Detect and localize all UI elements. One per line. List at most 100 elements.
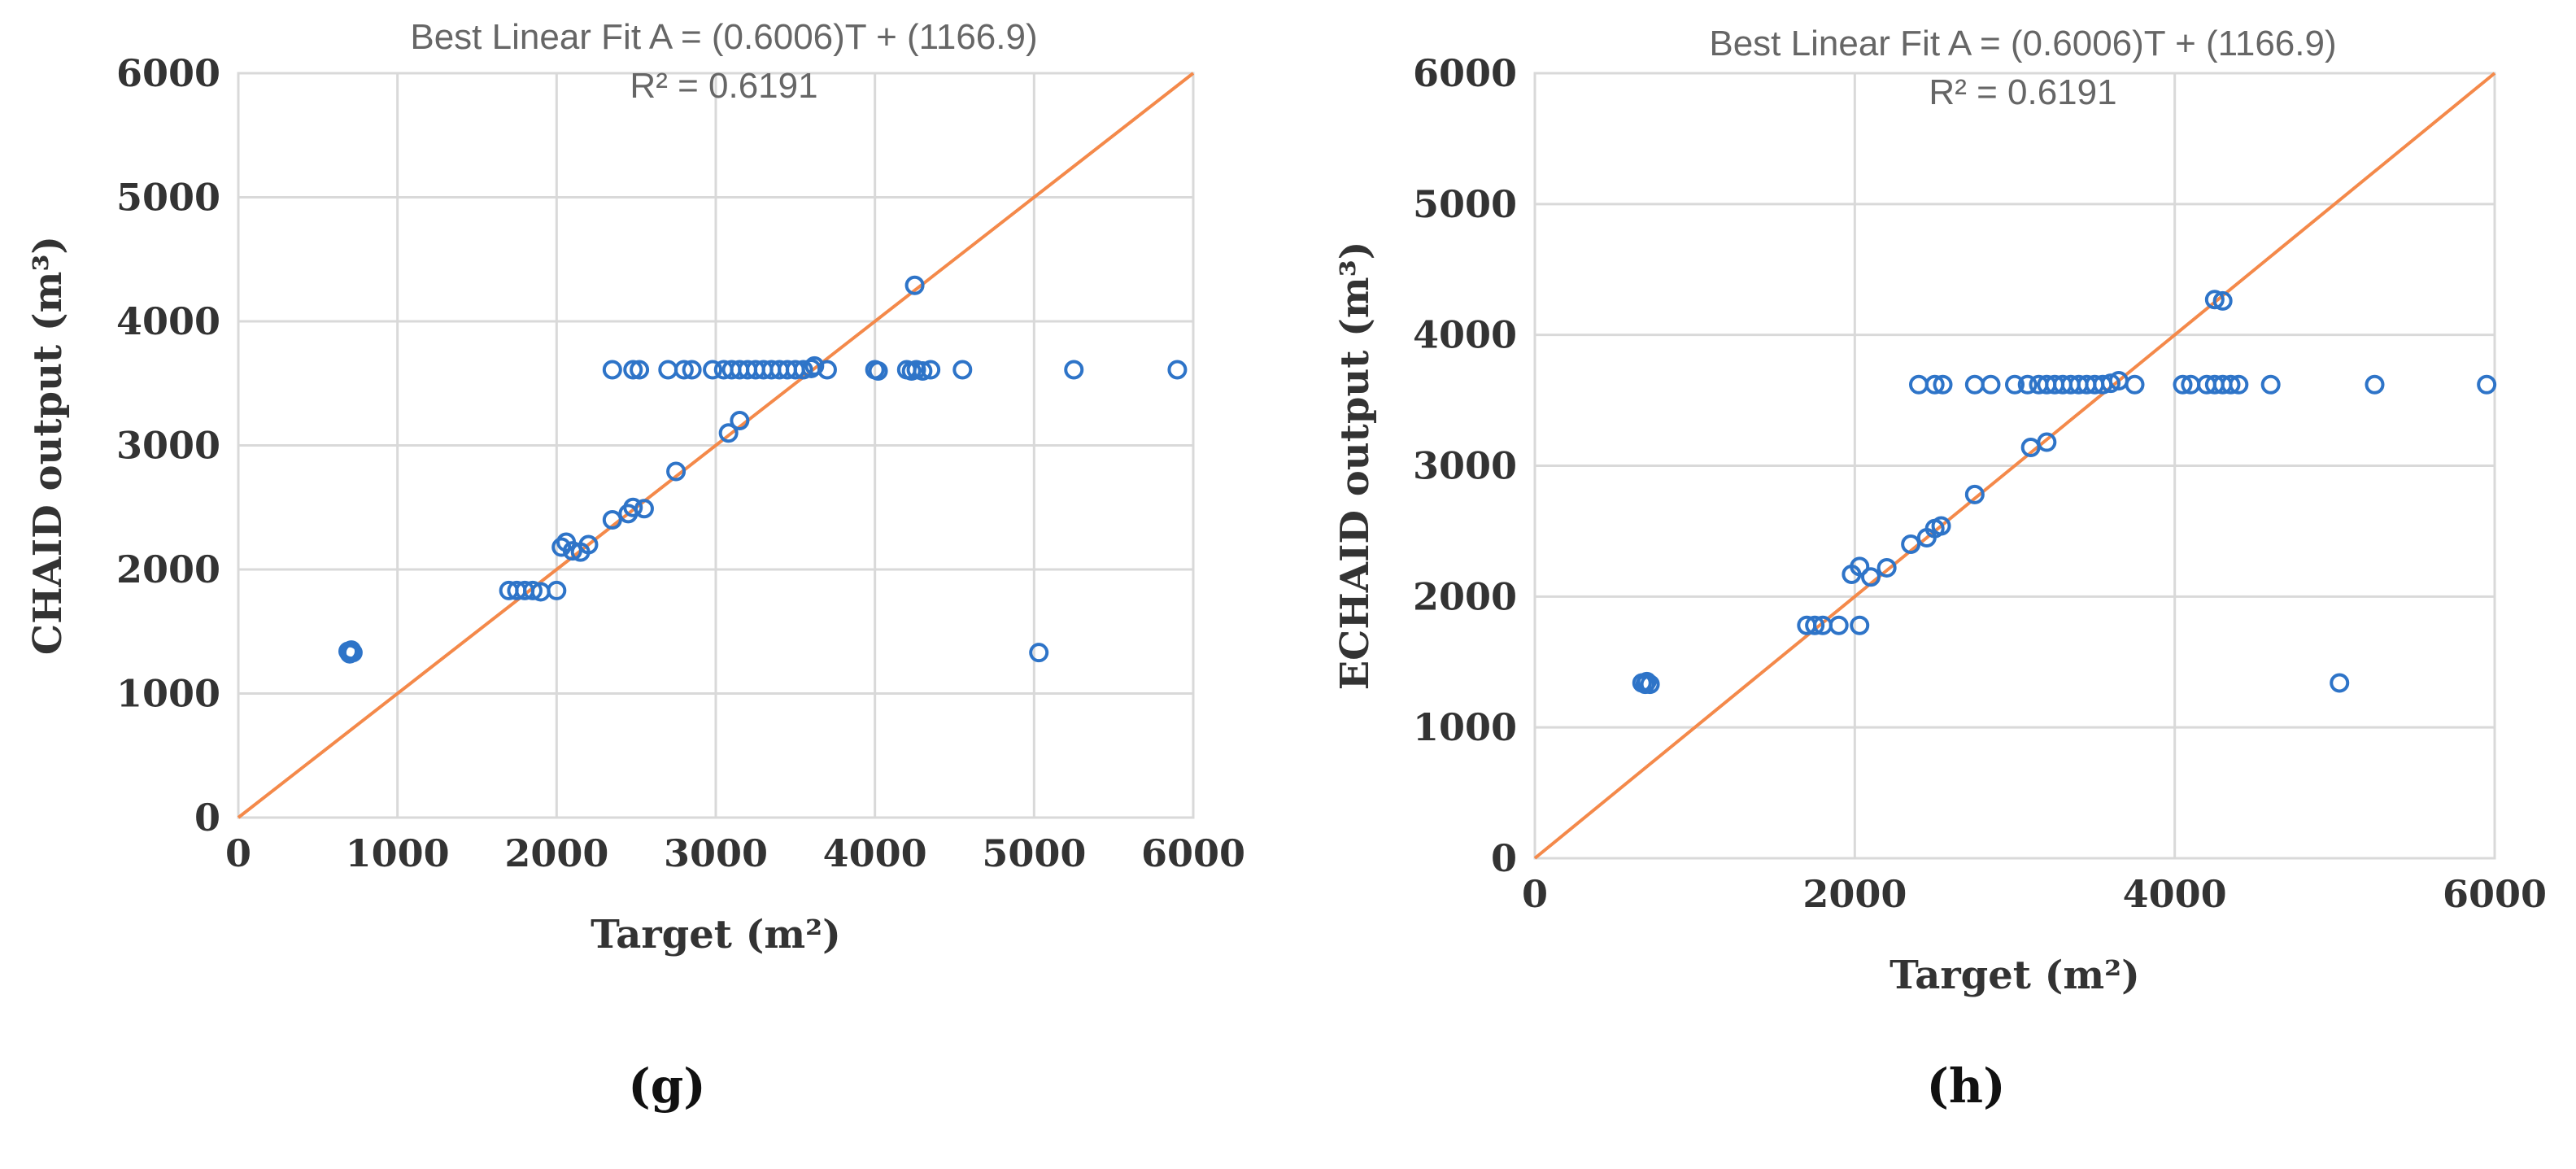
y-tick-label: 0 xyxy=(1491,836,1517,880)
data-point xyxy=(562,541,582,561)
y-tick-label: 6000 xyxy=(1413,51,1517,95)
y-tick-label: 4000 xyxy=(116,299,220,343)
x-tick-label: 0 xyxy=(225,831,251,875)
x-tick-label: 2000 xyxy=(1802,872,1907,916)
best-fit-line xyxy=(1533,72,2496,860)
data-point xyxy=(2229,374,2249,395)
data-point xyxy=(630,360,650,380)
data-point xyxy=(1901,534,1921,554)
data-point xyxy=(1876,557,1897,578)
data-point xyxy=(1805,615,1825,635)
data-point xyxy=(623,360,643,380)
x-tick-label: 0 xyxy=(1522,872,1548,916)
data-point xyxy=(1981,374,2001,395)
chart-title: Best Linear Fit A = (0.6006)T + (1166.9) xyxy=(410,17,1037,57)
y-tick-label: 3000 xyxy=(1413,444,1517,488)
data-point xyxy=(1850,615,1870,635)
y-tick-label: 1000 xyxy=(116,672,220,716)
y-tick-label: 0 xyxy=(194,796,220,840)
data-point xyxy=(1909,374,1929,395)
data-point xyxy=(551,537,572,557)
data-point xyxy=(1640,674,1660,695)
data-point xyxy=(868,361,888,381)
y-tick-label: 2000 xyxy=(116,547,220,591)
data-point xyxy=(1637,671,1657,691)
chart-panel: 0 1000 2000 3000 4000 5000 6000 0 2000 4000 6000 Be… xyxy=(1332,24,2547,1114)
data-point xyxy=(1933,374,1953,395)
y-tick-label: 2000 xyxy=(1413,574,1517,618)
x-tick-label: 3000 xyxy=(664,831,768,875)
data-point xyxy=(1167,360,1188,380)
x-tick-label: 2000 xyxy=(504,831,608,875)
data-point xyxy=(522,580,543,600)
chart-title: Best Linear Fit A = (0.6006)T + (1166.9) xyxy=(1709,24,2336,63)
data-point xyxy=(623,497,643,517)
x-axis-title: Target (m²) xyxy=(1890,953,2140,998)
data-point xyxy=(634,499,654,519)
data-point xyxy=(793,360,813,380)
data-point xyxy=(2173,374,2193,395)
data-point xyxy=(921,360,941,380)
data-point xyxy=(1964,484,1985,504)
data-point xyxy=(913,361,933,381)
data-point xyxy=(703,360,723,380)
data-point xyxy=(2330,673,2350,693)
data-point xyxy=(2365,374,2385,395)
data-point xyxy=(342,643,363,663)
data-point xyxy=(1924,374,1945,395)
data-point xyxy=(2017,374,2038,395)
y-tick-label: 3000 xyxy=(116,424,220,468)
y-tick-label: 5000 xyxy=(1413,182,1517,226)
data-point xyxy=(578,534,599,555)
data-point xyxy=(1861,567,1881,587)
data-point xyxy=(658,360,678,380)
chart-panel: 0 1000 2000 3000 4000 5000 6000 0 1000 2000 3000 40… xyxy=(25,17,1245,1114)
x-tick-label: 6000 xyxy=(1141,831,1245,875)
r-squared-label: R² = 0.6191 xyxy=(630,66,817,106)
plot-area-frame xyxy=(237,72,1195,819)
data-point xyxy=(1850,556,1870,577)
data-point xyxy=(1931,516,1951,536)
data-point xyxy=(1064,360,1084,380)
data-point xyxy=(2221,374,2241,395)
data-point xyxy=(817,360,837,380)
data-point xyxy=(2005,374,2025,395)
data-point xyxy=(2212,290,2233,311)
r-squared-label: R² = 0.6191 xyxy=(1929,72,2116,112)
y-tick-label: 5000 xyxy=(116,176,220,220)
x-axis-title: Target (m²) xyxy=(591,912,841,957)
y-axis-title: ECHAID output (m³) xyxy=(1332,242,1378,691)
y-axis-title: CHAID output (m³) xyxy=(25,236,71,655)
data-point xyxy=(1964,374,1985,395)
panel-label: (g) xyxy=(628,1058,705,1114)
data-point xyxy=(682,360,702,380)
data-point xyxy=(666,461,686,482)
x-tick-label: 4000 xyxy=(2123,872,2227,916)
panel-label: (h) xyxy=(1926,1058,2005,1114)
data-point xyxy=(2477,374,2497,395)
data-point xyxy=(904,275,925,295)
data-point xyxy=(2260,374,2281,395)
data-point xyxy=(602,360,622,380)
best-fit-line xyxy=(237,72,1195,819)
data-point xyxy=(1828,615,1849,635)
y-tick-label: 6000 xyxy=(116,51,220,95)
data-point xyxy=(718,423,739,443)
data-point xyxy=(547,580,567,600)
data-point xyxy=(673,360,694,380)
data-point xyxy=(804,355,825,376)
x-tick-label: 5000 xyxy=(982,831,1086,875)
y-tick-label: 1000 xyxy=(1413,705,1517,749)
data-point xyxy=(2125,374,2145,395)
data-point xyxy=(1029,643,1049,663)
data-point xyxy=(2204,290,2225,310)
data-point xyxy=(952,360,973,380)
x-tick-label: 6000 xyxy=(2443,872,2547,916)
x-tick-label: 1000 xyxy=(346,831,450,875)
data-point xyxy=(602,510,622,530)
plot-area-frame xyxy=(1533,72,2496,860)
data-point xyxy=(730,411,750,430)
x-tick-label: 4000 xyxy=(823,831,927,875)
